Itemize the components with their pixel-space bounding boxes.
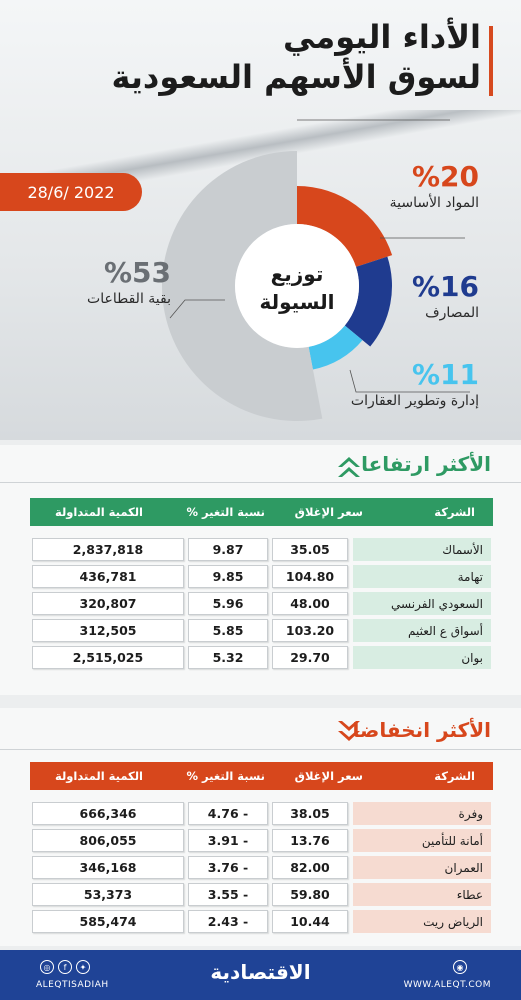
loser-company-cell: العمران (353, 856, 491, 879)
title-accent-bar (489, 26, 493, 96)
materials-label: المواد الأساسية (389, 195, 479, 211)
gainer-company-cell: الأسماك (353, 538, 491, 561)
down-arrows-icon (338, 721, 360, 741)
gainers-header-company: الشركة (434, 505, 475, 519)
gainer-change-cell: 5.96 (188, 592, 268, 615)
gainer-change-cell: 5.32 (188, 646, 268, 669)
page-title: الأداء اليومي (283, 18, 481, 56)
slice-banks (344, 256, 393, 347)
loser-change-cell: 3.91 - (188, 829, 268, 852)
slice-materials (297, 186, 393, 267)
gainer-volume-cell: 436,781 (32, 565, 184, 588)
loser-change-cell: 4.76 - (188, 802, 268, 825)
losers-title: الأكثر انخفاضا (352, 718, 491, 742)
liquidity-donut-chart: توزيع السيولة (161, 119, 470, 422)
footer-bar: ◎ f ✦ ◉ الاقتصادية ALEQTISADIAH WWW.ALEQ… (0, 950, 521, 1000)
loser-volume-cell: 806,055 (32, 829, 184, 852)
page-subtitle: لسوق الأسهم السعودية (111, 58, 481, 96)
slice-rest (161, 151, 323, 422)
gainers-table-header: الشركة سعر الإغلاق نسبة التغير % الكمية … (30, 498, 493, 526)
gainer-change-cell: 9.85 (188, 565, 268, 588)
brand-logo: الاقتصادية (210, 960, 311, 984)
loser-volume-cell: 53,373 (32, 883, 184, 906)
gainer-close-cell: 48.00 (272, 592, 348, 615)
loser-volume-cell: 666,346 (32, 802, 184, 825)
gainer-volume-cell: 2,515,025 (32, 646, 184, 669)
rest-percent: %53 (103, 256, 171, 289)
gainer-company-cell: بوان (353, 646, 491, 669)
losers-header-volume: الكمية المتداولة (54, 769, 143, 783)
materials-percent: %20 (411, 160, 479, 193)
gainer-change-cell: 9.87 (188, 538, 268, 561)
rest-label: بقية القطاعات (87, 291, 171, 307)
website-link[interactable]: WWW.ALEQT.COM (403, 980, 491, 990)
gainer-close-cell: 35.05 (272, 538, 348, 561)
gainers-header-close: سعر الإغلاق (294, 505, 363, 519)
date-badge: 28/6/ 2022 (0, 173, 142, 211)
loser-company-cell: الرياض ريت (353, 910, 491, 933)
loser-close-cell: 10.44 (272, 910, 348, 933)
realestate-percent: %11 (411, 358, 479, 391)
leader-line-realestate (349, 369, 470, 393)
loser-change-cell: 2.43 - (188, 910, 268, 933)
loser-close-cell: 38.05 (272, 802, 348, 825)
leader-line-rest (169, 299, 225, 319)
instagram-icon[interactable]: ◎ (40, 960, 54, 974)
loser-company-cell: أمانة للتأمين (353, 829, 491, 852)
gainer-change-cell: 5.85 (188, 619, 268, 642)
losers-table-header: الشركة سعر الإغلاق نسبة التغير % الكمية … (30, 762, 493, 790)
losers-header-close: سعر الإغلاق (294, 769, 363, 783)
slice-realestate (308, 325, 363, 370)
gainer-close-cell: 29.70 (272, 646, 348, 669)
gainers-header-volume: الكمية المتداولة (54, 505, 143, 519)
social-handle[interactable]: ALEQTISADIAH (36, 980, 109, 990)
realestate-label: إدارة وتطوير العقارات (350, 393, 479, 409)
donut-center-line2: السيولة (259, 290, 334, 314)
loser-change-cell: 3.76 - (188, 856, 268, 879)
loser-company-cell: وفرة (353, 802, 491, 825)
donut-center-line1: توزيع (271, 262, 324, 286)
legend-rest: %53 بقية القطاعات (87, 256, 171, 307)
gainer-company-cell: تهامة (353, 565, 491, 588)
twitter-icon[interactable]: ✦ (76, 960, 90, 974)
gainer-close-cell: 104.80 (272, 565, 348, 588)
loser-volume-cell: 346,168 (32, 856, 184, 879)
losers-header-change: نسبة التغير % (186, 769, 265, 783)
gainers-header-change: نسبة التغير % (186, 505, 265, 519)
legend-materials: %20 المواد الأساسية (390, 160, 479, 211)
up-arrows-icon (338, 457, 360, 477)
gainer-company-cell: أسواق ع العثيم (353, 619, 491, 642)
donut-center (235, 224, 359, 348)
gainer-close-cell: 103.20 (272, 619, 348, 642)
gainers-title: الأكثر ارتفاعا (361, 452, 491, 476)
loser-change-cell: 3.55 - (188, 883, 268, 906)
loser-close-cell: 59.80 (272, 883, 348, 906)
loser-volume-cell: 585,474 (32, 910, 184, 933)
banks-percent: %16 (411, 270, 479, 303)
gainer-volume-cell: 312,505 (32, 619, 184, 642)
legend-realestate: %11 إدارة وتطوير العقارات (351, 358, 479, 409)
losers-header-company: الشركة (434, 769, 475, 783)
banks-label: المصارف (425, 305, 479, 321)
loser-close-cell: 13.76 (272, 829, 348, 852)
losers-section (0, 708, 521, 946)
globe-icon[interactable]: ◉ (453, 960, 467, 974)
loser-close-cell: 82.00 (272, 856, 348, 879)
loser-company-cell: عطاء (353, 883, 491, 906)
facebook-icon[interactable]: f (58, 960, 72, 974)
gainer-volume-cell: 2,837,818 (32, 538, 184, 561)
legend-banks: %16 المصارف (412, 270, 479, 321)
gainer-volume-cell: 320,807 (32, 592, 184, 615)
gainer-company-cell: السعودي الفرنسي (353, 592, 491, 615)
losers-divider (0, 749, 521, 750)
gainers-divider (0, 482, 521, 483)
